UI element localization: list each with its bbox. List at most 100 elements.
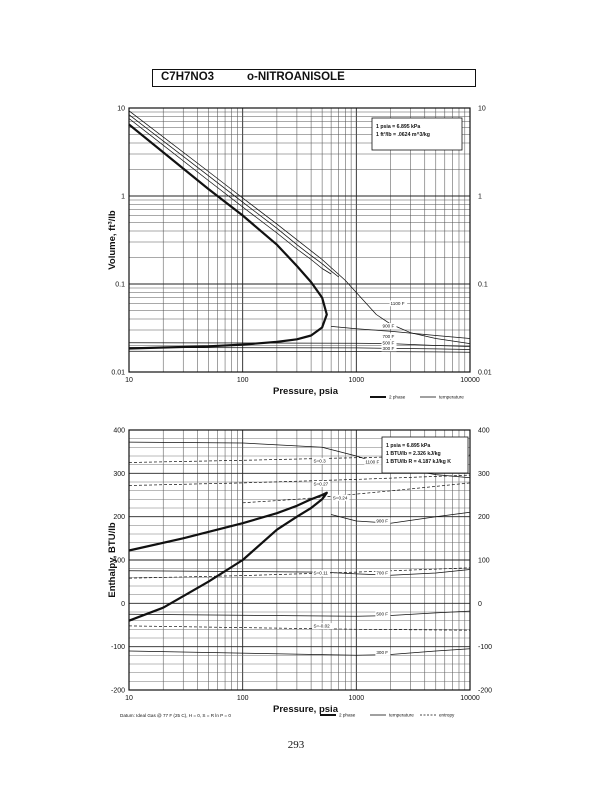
series-line-4 xyxy=(128,569,471,576)
curve-label: 700 F xyxy=(376,570,388,575)
series-line-6 xyxy=(128,342,471,347)
curve-label-bg xyxy=(375,569,391,576)
y-tick-label-right: 0 xyxy=(478,601,482,608)
y-tick-label: 300 xyxy=(113,471,125,478)
chart-1: 10 100 1000 100001010.10.011010.10.01Pressu… xyxy=(107,106,492,400)
curve-label: 500 F xyxy=(383,341,395,346)
x-tick-label: 1000 xyxy=(349,377,365,384)
curve-label-bg xyxy=(312,480,331,487)
page-title-box: C7H7NO3 o-NITROANISOLE xyxy=(152,69,476,87)
conversion-notes-box xyxy=(371,117,463,151)
conversion-note: 1 BTU/lb = 2.326 kJ/kg xyxy=(386,451,441,457)
curve-label-bg xyxy=(375,610,391,617)
series-line-5 xyxy=(331,326,471,339)
plot-frame xyxy=(128,107,471,373)
y-tick-label: 1 xyxy=(121,194,125,201)
curve-label: S=0.24 xyxy=(333,495,348,500)
curve-label: S=0.3 xyxy=(314,459,327,464)
datum-footnote: Datum: Ideal Gas @ 77 F (25 C), H = 0, S… xyxy=(120,713,231,718)
curve-label: 900 F xyxy=(383,324,395,329)
y-tick-label: 100 xyxy=(113,558,125,565)
series-line-2 xyxy=(128,118,332,275)
conversion-notes-box xyxy=(381,436,469,474)
series-line-8 xyxy=(128,350,471,353)
curve-label-bg xyxy=(381,323,397,330)
curve-label: 500 F xyxy=(376,611,388,616)
plot-frame xyxy=(128,429,471,691)
y-tick-label-right: 200 xyxy=(478,514,490,521)
series-line-5 xyxy=(128,610,471,617)
curve-label: 1100 F xyxy=(365,459,379,464)
curve-label-bg xyxy=(375,517,391,524)
y-tick-label-right: -100 xyxy=(478,644,492,651)
curve-label: 900 F xyxy=(376,518,388,523)
curve-label: 700 F xyxy=(383,334,395,339)
y-tick-label: 0.1 xyxy=(115,282,125,289)
page-number: 293 xyxy=(287,739,305,751)
y-axis-label: Enthalpy, BTU/lb xyxy=(107,522,118,597)
y-tick-label: 0 xyxy=(121,601,125,608)
legend-entry: 2 phase xyxy=(389,395,406,400)
x-axis-label: Pressure, psia xyxy=(273,386,339,397)
conversion-note: 1 psia = 6.895 kPa xyxy=(386,443,430,449)
legend-entry: entropy xyxy=(439,713,455,718)
series-line-11 xyxy=(128,625,471,631)
conversion-note: 1 psia = 6.895 kPa xyxy=(376,124,420,130)
curve-label: 300 F xyxy=(376,650,388,655)
series-line-3 xyxy=(128,114,339,278)
y-tick-label-right: 10 xyxy=(478,106,486,113)
y-tick-label: 400 xyxy=(113,428,125,435)
y-tick-label: 200 xyxy=(113,514,125,521)
y-tick-label-right: 1 xyxy=(478,194,482,201)
chart-2: 10 100 1000 100004003002001000-100-20040030… xyxy=(107,428,492,718)
y-tick-label-right: 400 xyxy=(478,428,490,435)
x-tick-label: 1000 xyxy=(349,695,365,702)
curve-label-bg xyxy=(381,340,397,347)
x-axis-label: Pressure, psia xyxy=(273,704,339,715)
y-tick-label: -100 xyxy=(111,644,125,651)
y-tick-label: -200 xyxy=(111,688,125,695)
curve-label: S=0.11 xyxy=(314,571,329,576)
compound-formula: C7H7NO3 xyxy=(161,71,215,83)
x-tick-label: 10000 xyxy=(460,695,480,702)
x-tick-label: 100 xyxy=(237,377,249,384)
series-line-1 xyxy=(128,123,328,350)
curve-label: S=-0.02 xyxy=(314,624,331,629)
curve-label: 300 F xyxy=(383,346,395,351)
curve-label-bg xyxy=(364,458,382,465)
conversion-note: 1 ft³/lb = .0624 m^3/kg xyxy=(376,132,430,138)
curve-label-bg xyxy=(381,333,397,340)
curve-label-bg xyxy=(312,623,333,630)
series-line-2 xyxy=(128,441,471,479)
y-axis-label: Volume, ft³/lb xyxy=(107,210,118,270)
series-line-3 xyxy=(331,511,471,524)
series-line-6 xyxy=(128,648,471,656)
x-tick-label: 10 xyxy=(125,377,133,384)
curve-label-bg xyxy=(312,458,328,464)
x-tick-label: 10 xyxy=(125,695,133,702)
legend-entry: temperature xyxy=(389,713,414,718)
curve-label-bg xyxy=(331,494,350,501)
x-tick-label: 10000 xyxy=(460,377,480,384)
curve-label: 1100 F xyxy=(391,301,405,306)
y-tick-label-right: 0.01 xyxy=(478,370,492,377)
compound-name: o-NITROANISOLE xyxy=(247,71,345,83)
legend-entry: temperature xyxy=(439,395,464,400)
curve-label-bg xyxy=(375,649,391,656)
curve-label: S=0.27 xyxy=(314,481,329,486)
curve-label-bg xyxy=(381,345,397,352)
y-tick-label-right: 100 xyxy=(478,558,490,565)
y-tick-label-right: -200 xyxy=(478,688,492,695)
series-line-8 xyxy=(128,474,471,486)
series-line-7 xyxy=(128,347,471,350)
x-tick-label: 100 xyxy=(237,695,249,702)
y-tick-label: 10 xyxy=(117,106,125,113)
y-tick-label-right: 0.1 xyxy=(478,282,488,289)
legend-entry: 2 phase xyxy=(339,713,356,718)
y-tick-label: 0.01 xyxy=(111,370,125,377)
curve-label-bg xyxy=(389,300,408,307)
series-line-7 xyxy=(128,454,471,463)
y-tick-label-right: 300 xyxy=(478,471,490,478)
series-line-10 xyxy=(128,567,471,579)
